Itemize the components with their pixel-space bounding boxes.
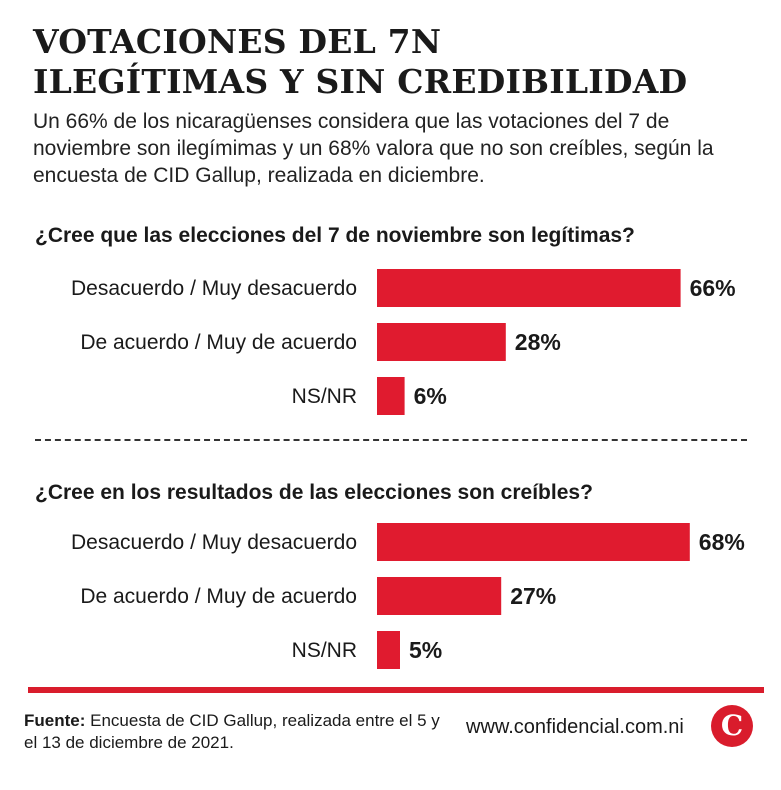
footer-rule: [28, 687, 764, 693]
source-note: Fuente: Encuesta de CID Gallup, realizad…: [24, 710, 444, 754]
chart-1-title: ¿Cree que las elecciones del 7 de noviem…: [35, 224, 635, 247]
title-line-1: VOTACIONES DEL 7N: [33, 22, 442, 61]
bar: [377, 523, 690, 561]
title-line-2: ILEGÍTIMAS Y SIN CREDIBILIDAD: [33, 62, 688, 101]
category-label: Desacuerdo / Muy desacuerdo: [71, 277, 357, 300]
data-label: 6%: [414, 383, 447, 409]
category-label: Desacuerdo / Muy desacuerdo: [71, 531, 357, 554]
chart-2: Desacuerdo / Muy desacuerdo 68% De acuerdo…: [71, 523, 745, 669]
chart-2-title: ¿Cree en los resultados de las eleccione…: [35, 481, 593, 504]
source-text: Encuesta de CID Gallup, realizada entre …: [24, 711, 440, 752]
data-label: 28%: [515, 329, 561, 355]
confidencial-logo-icon: C: [711, 705, 753, 747]
category-label: De acuerdo / Muy de acuerdo: [80, 585, 357, 608]
bar: [377, 577, 502, 615]
data-label: 66%: [690, 275, 736, 301]
chart-1: Desacuerdo / Muy desacuerdo 66% De acuerdo…: [71, 269, 736, 415]
subtitle: Un 66% de los nicaragüenses considera qu…: [33, 110, 714, 187]
logo-letter: C: [721, 709, 743, 742]
bar: [377, 631, 400, 669]
bar: [377, 269, 681, 307]
section-divider: [35, 439, 747, 441]
bar: [377, 377, 405, 415]
bar: [377, 323, 506, 361]
data-label: 5%: [409, 637, 442, 663]
category-label: NS/NR: [292, 385, 357, 408]
data-label: 27%: [510, 583, 556, 609]
website-link[interactable]: www.confidencial.com.ni: [466, 716, 684, 738]
source-label: Fuente:: [24, 711, 86, 730]
category-label: De acuerdo / Muy de acuerdo: [80, 331, 357, 354]
page-title: VOTACIONES DEL 7N ILEGÍTIMAS Y SIN CREDI…: [33, 22, 687, 102]
data-label: 68%: [699, 529, 745, 555]
category-label: NS/NR: [292, 639, 357, 662]
